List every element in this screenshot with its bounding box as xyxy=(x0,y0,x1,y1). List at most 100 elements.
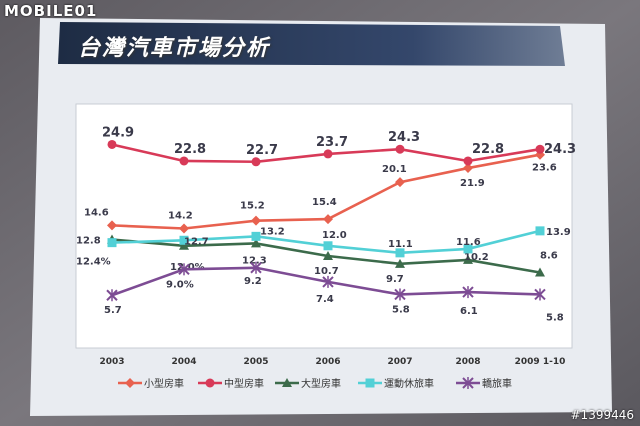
data-label-2-2: 22.8 xyxy=(174,142,206,157)
legend-item-3: 大型房車 xyxy=(275,377,341,390)
data-label-2-7: 24.3 xyxy=(544,142,576,157)
x-tick-label: 2005 xyxy=(243,357,268,367)
x-tick-label: 2009 1-10 xyxy=(515,357,566,367)
data-label-4-3: 13.2 xyxy=(260,226,285,237)
data-point-5-3 xyxy=(250,261,262,274)
data-point-1-6 xyxy=(463,163,473,174)
data-point-2-3 xyxy=(251,157,261,167)
data-point-1-4 xyxy=(323,214,333,225)
legend-item-5: 轎旅車 xyxy=(456,377,512,390)
data-label-1-1: 14.6 xyxy=(84,207,109,218)
data-point-1-5 xyxy=(395,177,405,188)
legend-swatch-marker xyxy=(462,377,474,389)
data-label-2-6: 22.8 xyxy=(472,142,504,157)
plot-area xyxy=(75,103,573,349)
legend-label: 運動休旅車 xyxy=(384,377,434,390)
slide-title: 台灣汽車市場分析 xyxy=(78,36,271,61)
data-point-3-2 xyxy=(179,240,189,250)
data-point-3-6 xyxy=(463,254,473,264)
data-point-4-3 xyxy=(251,231,261,241)
data-point-5-1 xyxy=(106,289,118,302)
data-point-2-2 xyxy=(179,156,189,166)
data-label-3-4: 10.7 xyxy=(314,266,339,277)
data-point-1-1 xyxy=(107,220,117,231)
data-point-2-6 xyxy=(463,156,473,166)
data-label-1-6: 21.9 xyxy=(460,178,485,189)
data-point-4-1 xyxy=(107,238,117,248)
legend-swatch-marker xyxy=(282,378,292,387)
legend-label: 大型房車 xyxy=(301,377,341,390)
data-point-4-7 xyxy=(535,226,545,236)
data-label-4-7: 13.9 xyxy=(546,227,571,238)
legend-label: 轎旅車 xyxy=(482,377,512,390)
data-point-5-4 xyxy=(322,275,334,288)
data-label-2-4: 23.7 xyxy=(316,135,348,150)
x-tick-label: 2008 xyxy=(455,357,480,367)
data-label-1-7: 23.6 xyxy=(532,163,557,174)
data-point-4-6 xyxy=(463,244,473,254)
data-label-5-6: 6.1 xyxy=(460,306,478,317)
data-label-5-2: 9.0% xyxy=(166,279,194,290)
data-label-2-1: 24.9 xyxy=(102,125,134,140)
legend-swatch-marker xyxy=(205,378,215,388)
data-point-3-4 xyxy=(323,250,333,260)
x-tick-label: 2004 xyxy=(171,357,196,367)
line-chart: 14.6 14.2 15.2 15.4 20.1 21.9 23.6 24.9 22.8 22.7… xyxy=(76,125,576,390)
data-label-5-3: 9.2 xyxy=(244,276,262,287)
data-label-4-2: 12.7 xyxy=(184,236,209,247)
data-point-1-3 xyxy=(251,215,261,226)
data-label-4-5: 11.1 xyxy=(388,239,413,250)
series-2: 24.9 22.8 22.7 23.7 24.3 22.8 24.3 xyxy=(102,125,576,167)
data-point-4-5 xyxy=(395,248,405,258)
legend-item-1: 小型房車 xyxy=(118,377,184,390)
data-point-2-5 xyxy=(395,144,405,154)
data-label-2-3: 22.7 xyxy=(246,143,278,158)
x-tick-label: 2007 xyxy=(387,357,412,367)
data-point-4-2 xyxy=(179,235,189,245)
x-tick-label: 2003 xyxy=(99,357,124,367)
data-point-3-5 xyxy=(395,258,405,268)
data-point-5-5 xyxy=(394,288,406,301)
data-label-5-1: 5.7 xyxy=(104,305,122,316)
data-label-4-4: 12.0 xyxy=(322,230,347,241)
data-label-5-7: 5.8 xyxy=(546,312,564,323)
legend-item-2: 中型房車 xyxy=(198,377,264,390)
data-label-4-1: 12.4% xyxy=(76,257,111,268)
watermark-logo: MOBILE01 xyxy=(4,2,98,20)
data-label-3-5: 9.7 xyxy=(386,274,404,285)
legend: 小型房車 中型房車 大型房車 運動休旅車 轎旅車 xyxy=(118,377,512,390)
watermark-id: #1399446 xyxy=(570,408,635,422)
data-point-5-2 xyxy=(178,263,190,276)
legend-label: 中型房車 xyxy=(224,377,264,390)
data-label-1-3: 15.2 xyxy=(240,201,265,212)
series-4: 12.4% 12.7 13.2 12.0 11.1 11.6 13.9 xyxy=(76,226,571,267)
data-point-2-7 xyxy=(535,144,545,154)
data-label-3-6: 10.2 xyxy=(464,252,489,263)
data-label-3-7: 8.6 xyxy=(540,250,558,261)
data-label-3-1: 12.8 xyxy=(76,235,101,246)
legend-item-4: 運動休旅車 xyxy=(358,377,434,390)
data-label-1-4: 15.4 xyxy=(312,197,337,208)
x-tick-label: 2006 xyxy=(315,357,340,367)
data-label-3-3: 12.3 xyxy=(242,255,267,266)
data-point-5-7 xyxy=(534,288,546,301)
data-label-1-2: 14.2 xyxy=(168,211,193,222)
legend-swatch-marker xyxy=(125,378,135,388)
data-point-2-4 xyxy=(323,149,333,159)
data-label-1-5: 20.1 xyxy=(382,164,407,175)
data-point-3-7 xyxy=(535,267,545,277)
legend-swatch-marker xyxy=(365,378,375,388)
data-label-5-4: 7.4 xyxy=(316,294,334,305)
data-point-1-2 xyxy=(179,223,189,234)
data-point-4-4 xyxy=(323,241,333,251)
legend-label: 小型房車 xyxy=(144,377,184,390)
data-point-5-6 xyxy=(462,286,474,299)
data-label-4-6: 11.6 xyxy=(456,237,481,248)
title-band xyxy=(58,22,565,66)
data-label-5-5: 5.8 xyxy=(392,304,410,315)
series-5: 5.7 9.0% 9.2 7.4 5.8 6.1 5.8 xyxy=(104,261,564,323)
data-label-2-5: 24.3 xyxy=(388,130,420,145)
data-point-3-3 xyxy=(251,238,261,248)
data-point-2-1 xyxy=(107,139,117,149)
